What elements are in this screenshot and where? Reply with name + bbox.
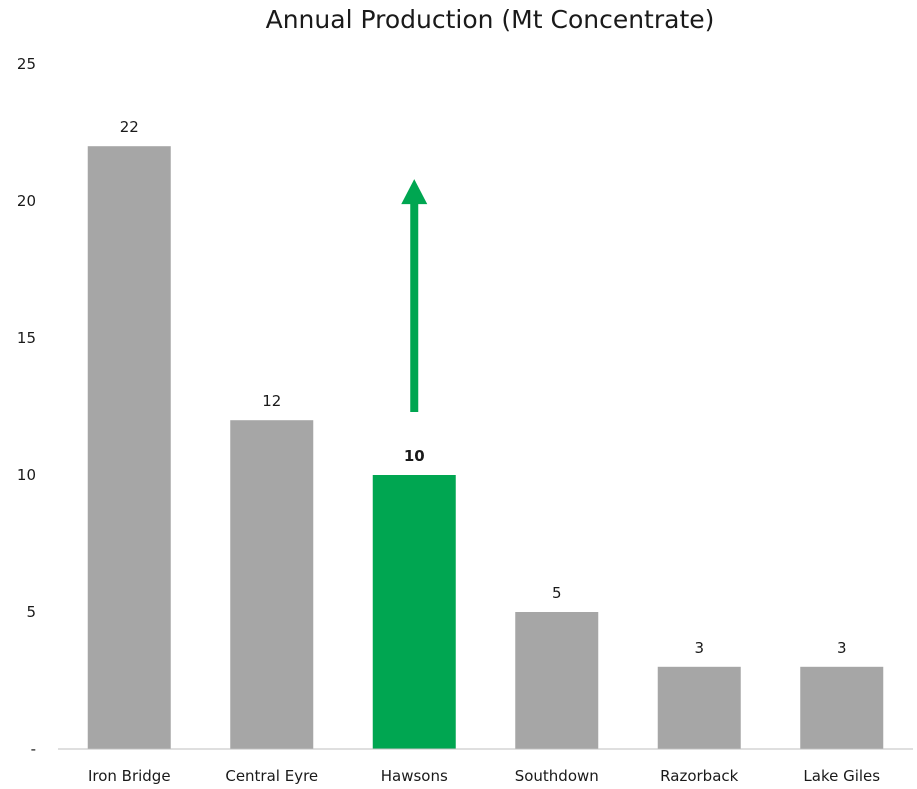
data-labels: 22 12 10 5 3 3: [120, 118, 847, 657]
x-tick-label: Iron Bridge: [88, 767, 171, 785]
bar: [372, 475, 456, 749]
y-tick-label: 20: [17, 192, 36, 210]
chart-title: Annual Production (Mt Concentrate): [266, 5, 715, 34]
bar: [515, 612, 599, 749]
data-label: 3: [694, 639, 704, 657]
y-axis: - 5 10 15 20 25: [17, 55, 36, 758]
y-tick-label: 5: [26, 603, 36, 621]
bar: [87, 146, 171, 749]
data-label: 5: [552, 584, 562, 602]
x-axis: Iron Bridge Central Eyre Hawsons Southdown R…: [88, 767, 880, 785]
bars: [87, 146, 884, 749]
data-label: 10: [404, 447, 425, 465]
x-tick-label: Lake Giles: [803, 767, 880, 785]
data-label: 12: [262, 392, 281, 410]
annotations: [401, 179, 428, 412]
y-tick-label: 10: [17, 466, 36, 484]
y-tick-label: -: [31, 740, 36, 758]
x-tick-label: Hawsons: [381, 767, 448, 785]
y-tick-label: 25: [17, 55, 36, 73]
data-label: 3: [837, 639, 847, 657]
x-tick-label: Southdown: [515, 767, 599, 785]
bar: [800, 666, 884, 749]
x-tick-label: Razorback: [660, 767, 738, 785]
arrow-head: [401, 179, 428, 205]
y-tick-label: 15: [17, 329, 36, 347]
data-label: 22: [120, 118, 139, 136]
bar: [230, 420, 314, 749]
bar: [657, 666, 741, 749]
x-tick-label: Central Eyre: [225, 767, 318, 785]
